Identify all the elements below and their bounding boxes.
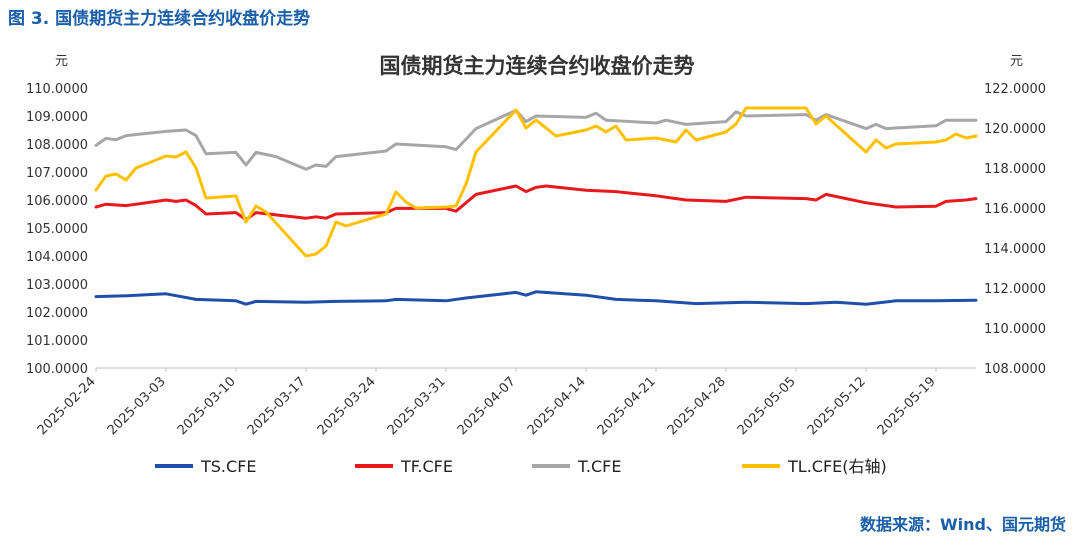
y-left-tick-label: 105.0000 (26, 222, 88, 237)
y-right-tick-label: 108.0000 (984, 362, 1046, 377)
legend-label: T.CFE (577, 457, 621, 476)
axes: 100.0000 101.0000 102.0000 103.0000 104.0000… (26, 82, 1046, 438)
y-left-tick-label: 104.0000 (26, 250, 88, 265)
y-left-tick-label: 101.0000 (26, 334, 88, 349)
y-right-tick-label: 118.0000 (984, 162, 1046, 177)
legend-item: TF.CFE (355, 457, 453, 476)
series-line-ts-cfe (94, 290, 978, 306)
legend-label: TS.CFE (200, 457, 257, 476)
y-left-tick-label: 107.0000 (26, 166, 88, 181)
legend-item: TS.CFE (155, 457, 257, 476)
x-tick-label: 2025-03-24 (315, 374, 379, 438)
x-tick-label: 2025-05-19 (875, 374, 939, 438)
y-left-tick-label: 102.0000 (26, 306, 88, 321)
source-note: 数据来源：Wind、国元期货 (860, 515, 1066, 534)
x-tick-label: 2025-03-10 (175, 374, 239, 438)
chart-title: 国债期货主力连续合约收盘价走势 (380, 54, 695, 78)
x-tick-label: 2025-05-12 (805, 374, 869, 438)
x-tick-label: 2025-03-03 (105, 374, 169, 438)
x-tick-label: 2025-02-24 (35, 374, 99, 438)
x-tick-label: 2025-03-31 (385, 374, 449, 438)
y-left-tick-label: 108.0000 (26, 138, 88, 153)
y-right-tick-label: 116.0000 (984, 202, 1046, 217)
legend: TS.CFE TF.CFE T.CFE TL.CFE(右轴) (155, 457, 887, 476)
x-tick-label: 2025-04-28 (665, 374, 729, 438)
y-right-tick-label: 122.0000 (984, 82, 1046, 97)
y-left-tick-label: 109.0000 (26, 110, 88, 125)
legend-label: TF.CFE (400, 457, 453, 476)
y-right-tick-label: 120.0000 (984, 122, 1046, 137)
left-axis-unit: 元 (55, 54, 68, 69)
legend-label: TL.CFE(右轴) (787, 457, 887, 476)
figure-caption: 图 3. 国债期货主力连续合约收盘价走势 (8, 9, 311, 29)
x-tick-label: 2025-05-05 (735, 374, 799, 438)
y-left-tick-label: 103.0000 (26, 278, 88, 293)
x-tick-label: 2025-04-21 (595, 374, 659, 438)
y-right-tick-label: 114.0000 (984, 242, 1046, 257)
legend-item: TL.CFE(右轴) (742, 457, 887, 476)
right-axis-unit: 元 (1010, 54, 1023, 69)
series-lines (94, 106, 978, 306)
y-right-tick-label: 112.0000 (984, 282, 1046, 297)
y-right-tick-label: 110.0000 (984, 322, 1046, 337)
y-left-tick-label: 106.0000 (26, 194, 88, 209)
y-left-tick-label: 100.0000 (26, 362, 88, 377)
x-tick-label: 2025-04-14 (525, 374, 589, 438)
series-line-t-cfe (94, 108, 978, 171)
x-tick-label: 2025-03-17 (245, 374, 309, 438)
legend-item: T.CFE (532, 457, 621, 476)
series-line-tf-cfe (94, 184, 978, 222)
y-left-tick-label: 110.0000 (26, 82, 88, 97)
x-tick-label: 2025-04-07 (455, 374, 519, 438)
series-line-tl-cfe (94, 106, 978, 258)
